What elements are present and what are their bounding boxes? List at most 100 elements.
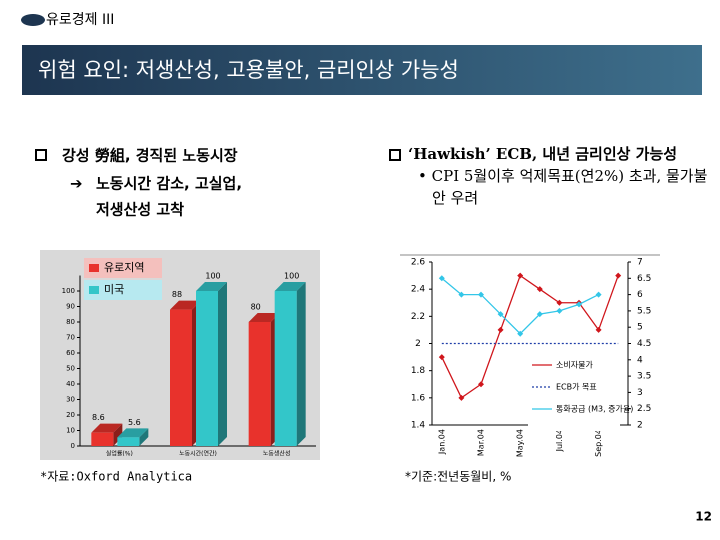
y2-tick-label: 5 [637, 323, 643, 333]
point [497, 326, 504, 333]
point [556, 299, 563, 306]
x-tick-label: 노동생산성 [263, 450, 291, 458]
y2-tick-label: 2.5 [637, 404, 651, 414]
bar-top [248, 313, 280, 322]
y2-tick-label: 4.5 [637, 339, 651, 349]
bar-top [274, 282, 306, 291]
legend-bg [528, 357, 620, 373]
bullet: 강성 勞組, 경직된 노동시장 [62, 147, 238, 165]
y-tick-label: 1.8 [411, 366, 426, 376]
legend-bg [84, 258, 162, 278]
bar [196, 291, 218, 446]
point [458, 394, 465, 401]
legend-swatch [89, 264, 99, 272]
y-tick-label: 90 [66, 303, 75, 311]
section: 유로경제 III [46, 12, 114, 28]
bullet-box [389, 149, 401, 161]
legend-label: 통화공급 (M3, 증가율) [556, 405, 633, 414]
legend-label: 유로지역 [104, 261, 144, 274]
bar-top [91, 423, 123, 433]
point [458, 291, 465, 298]
y-tick-label: 2 [415, 339, 421, 349]
point [438, 275, 445, 282]
point [478, 381, 484, 388]
y-tick-label: 0 [71, 442, 75, 450]
y-tick-label: 100 [62, 287, 75, 295]
line [441, 274, 619, 399]
data-label: 80 [251, 303, 261, 312]
y-tick-label: 2.6 [411, 258, 426, 268]
data-label: 8.6 [92, 413, 105, 422]
point [615, 272, 622, 279]
point [576, 301, 582, 308]
right-text: ‘Hawkish’ ECB, 내년 금리인상 가능성 • CPI 5월이후 억제… [408, 145, 708, 207]
point [536, 311, 543, 318]
sub-bullet: • CPI 5월이후 억제목표(연2%) 초과, 물가불안 우려 [418, 167, 708, 207]
data-label: 88 [172, 290, 182, 299]
y-tick-label: 1.6 [411, 393, 426, 403]
y2-tick-label: 2 [637, 421, 643, 431]
bar-side [113, 423, 123, 446]
bar-top [196, 282, 227, 291]
bar-side [218, 282, 227, 446]
y2-tick-label: 7 [637, 258, 643, 268]
y2-tick-label: 6 [637, 290, 643, 300]
sub-text: CPI 5월이후 억제목표(연2%) 초과, 물가불안 우려 [431, 167, 708, 207]
y2-tick-label: 4 [637, 355, 643, 365]
y-tick-label: 20 [66, 411, 75, 419]
bar-side [296, 282, 306, 446]
legend-bg [528, 401, 620, 431]
point [517, 330, 524, 337]
note: *기준:전년동월비, % [405, 470, 511, 484]
logo [21, 14, 45, 26]
x-tick-label: Jan.04 [437, 429, 446, 455]
point [517, 272, 524, 279]
point [438, 354, 445, 361]
y2-tick-label: 6.5 [637, 274, 651, 284]
x-tick-label: May.04 [516, 429, 525, 457]
y-tick-label: 2.4 [411, 285, 426, 295]
page-number: 12 [695, 510, 712, 524]
y-tick-label: 80 [66, 318, 75, 326]
point [595, 326, 602, 333]
note: *자료:Oxford Analytica [40, 470, 192, 484]
bar-side [139, 428, 149, 446]
point [478, 291, 484, 298]
title: 위험 요인: 저생산성, 고용불안, 금리인상 가능성 [38, 58, 459, 82]
data-label: 100 [284, 272, 299, 281]
legend-label: 미국 [104, 283, 124, 296]
y2-tick-label: 5.5 [637, 306, 651, 316]
y-tick-label: 2.2 [411, 312, 425, 322]
sub-bullet: 노동시간 감소, 고실업, [96, 175, 242, 193]
bar [91, 432, 114, 446]
bar-top [170, 300, 201, 310]
bar [274, 291, 297, 446]
data-label: 5.6 [128, 418, 141, 427]
title-bar [22, 45, 702, 95]
legend-label: 소비자물가 [556, 361, 593, 370]
point [536, 286, 543, 293]
x-tick-label: 실업률(%) [106, 450, 133, 458]
x-tick-label: Mar.04 [477, 429, 486, 456]
bullet: ‘Hawkish’ ECB, 내년 금리인상 가능성 [408, 145, 678, 163]
line [441, 277, 599, 335]
y-tick-label: 1.4 [411, 421, 426, 431]
point [556, 307, 563, 314]
data-label: 100 [205, 272, 220, 281]
bar [170, 309, 192, 446]
y2-tick-label: 3.5 [637, 372, 651, 382]
legend-bg [528, 379, 620, 395]
y-tick-label: 50 [66, 365, 75, 373]
sub-bullet: 저생산성 고착 [96, 201, 184, 219]
x-tick-label: Jul.04 [555, 429, 564, 452]
bullet-box [35, 149, 47, 161]
bar [248, 322, 271, 446]
y2-tick-label: 3 [637, 388, 643, 398]
bar-top [117, 428, 149, 438]
point [595, 291, 602, 298]
y-tick-label: 10 [66, 427, 75, 435]
arrow: ➔ [70, 175, 83, 193]
bar [117, 437, 140, 446]
legend-swatch [89, 286, 99, 294]
